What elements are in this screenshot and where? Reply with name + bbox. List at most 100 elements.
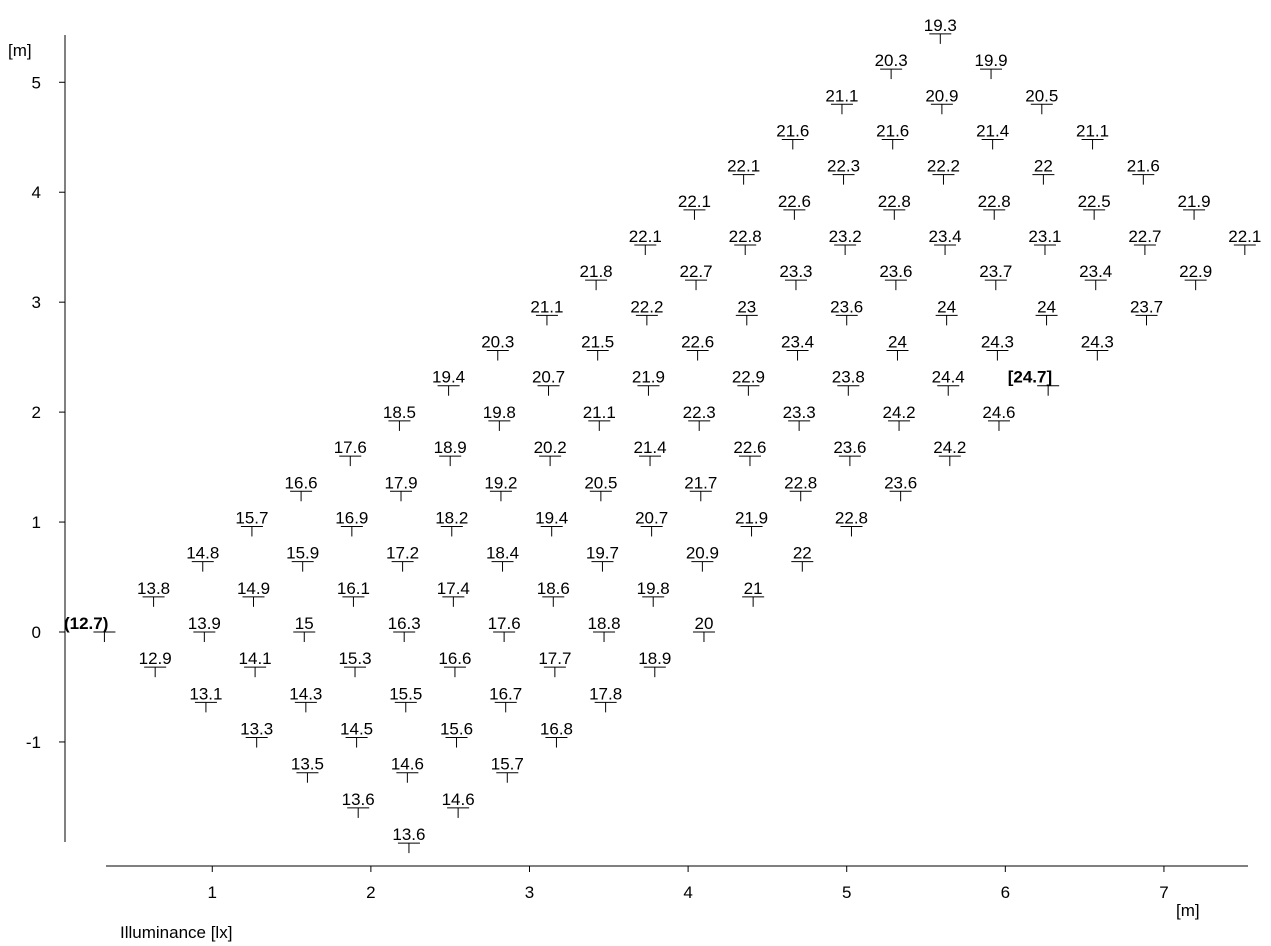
value-label: 22.2	[630, 297, 663, 316]
measurement-point	[689, 490, 712, 502]
value-label: 12.9	[139, 649, 172, 668]
measurement-point	[296, 772, 319, 783]
value-label: 21.4	[976, 121, 1009, 140]
value-label: 23.2	[829, 227, 862, 246]
measurement-point	[888, 420, 911, 431]
measurement-point	[1030, 103, 1053, 115]
measurement-point	[345, 737, 368, 748]
measurement-point	[340, 525, 363, 537]
measurement-point	[832, 174, 855, 185]
measurement-point	[591, 561, 614, 572]
measurement-point	[443, 666, 466, 678]
measurement-point	[934, 244, 957, 255]
measurement-point	[437, 385, 460, 396]
measurement-point	[735, 314, 758, 326]
value-label: 17.8	[589, 684, 622, 703]
value-label: 15.9	[286, 544, 319, 563]
measurement-point	[1037, 385, 1060, 396]
measurement-point	[240, 525, 263, 537]
measurement-point	[639, 455, 662, 467]
value-label: 16.3	[388, 614, 421, 633]
value-label: 13.5	[291, 755, 324, 774]
value-label: 20.3	[481, 333, 514, 352]
value-label: 15.5	[389, 684, 422, 703]
measurement-point	[1132, 174, 1155, 185]
value-label: 23.4	[1079, 262, 1112, 281]
value-label: 13.8	[137, 579, 170, 598]
value-label: 17.7	[538, 649, 571, 668]
measurement-point	[643, 666, 666, 678]
value-label: 22.9	[1179, 262, 1212, 281]
measurement-point	[742, 596, 765, 607]
measurement-point	[837, 385, 860, 396]
measurement-point	[789, 490, 812, 502]
value-label: 21.8	[580, 262, 613, 281]
measurement-point	[1135, 314, 1158, 326]
value-label: 24	[937, 297, 956, 316]
measurement-point	[489, 490, 512, 502]
measurement-point	[637, 385, 660, 396]
value-label: 23.8	[832, 368, 865, 387]
value-label: 21.1	[1076, 121, 1109, 140]
value-label: 21.6	[876, 121, 909, 140]
measurement-point	[838, 455, 861, 467]
value-label: 23.6	[833, 438, 866, 457]
value-label: 18.6	[537, 579, 570, 598]
measurement-point	[932, 174, 955, 185]
measurement-point	[791, 561, 814, 572]
measurement-point	[1183, 209, 1206, 220]
measurement-point	[938, 455, 961, 467]
value-label: 22.8	[835, 508, 868, 527]
value-label: [24.7]	[1008, 368, 1052, 387]
value-label: 15	[295, 614, 314, 633]
measurement-point	[543, 666, 566, 678]
measurement-point	[640, 525, 663, 537]
value-label: 22.8	[878, 192, 911, 211]
value-label: 24.3	[1081, 333, 1114, 352]
measurement-point	[391, 561, 414, 572]
measurement-point	[585, 279, 608, 291]
value-label: 23.6	[830, 297, 863, 316]
value-label: 15.7	[235, 508, 268, 527]
value-label: 19.4	[535, 508, 568, 527]
value-label: 21	[744, 579, 763, 598]
measurement-point	[830, 103, 853, 115]
value-label: 16.1	[337, 579, 370, 598]
measurement-point	[880, 68, 903, 80]
y-tick-label: 0	[32, 623, 41, 642]
measurement-point	[883, 209, 906, 220]
measurement-point	[594, 701, 617, 713]
value-label: 19.8	[483, 403, 516, 422]
value-label: 23.3	[783, 403, 816, 422]
measurement-point	[535, 314, 558, 326]
value-label: 19.2	[484, 473, 517, 492]
x-tick-label: 7	[1159, 883, 1168, 902]
value-label: 23	[737, 297, 756, 316]
measurement-point	[642, 596, 665, 607]
value-label: 14.5	[340, 720, 373, 739]
measurement-point	[540, 525, 563, 537]
measurement-point	[987, 420, 1010, 431]
measurement-point	[635, 314, 658, 326]
value-label: 16.9	[335, 508, 368, 527]
measurement-point	[586, 350, 609, 361]
value-label: 21.1	[583, 403, 616, 422]
value-label: 23.4	[929, 227, 962, 246]
value-label: 21.9	[632, 368, 665, 387]
value-label: 23.6	[884, 473, 917, 492]
value-label: 23.7	[979, 262, 1012, 281]
value-label: 22	[1034, 157, 1053, 176]
measurement-point	[442, 596, 465, 607]
measurement-point	[291, 561, 314, 572]
measurement-point	[439, 455, 462, 467]
value-label: 19.3	[924, 16, 957, 35]
y-tick-label: 5	[32, 73, 41, 92]
value-label: 15.6	[440, 720, 473, 739]
measurement-point	[786, 350, 809, 361]
value-label: 22.3	[827, 157, 860, 176]
measurement-point	[634, 244, 657, 255]
measurement-point	[781, 138, 804, 150]
measurement-point	[242, 596, 265, 607]
measurement-point	[191, 561, 214, 572]
value-label: 21.1	[825, 86, 858, 105]
